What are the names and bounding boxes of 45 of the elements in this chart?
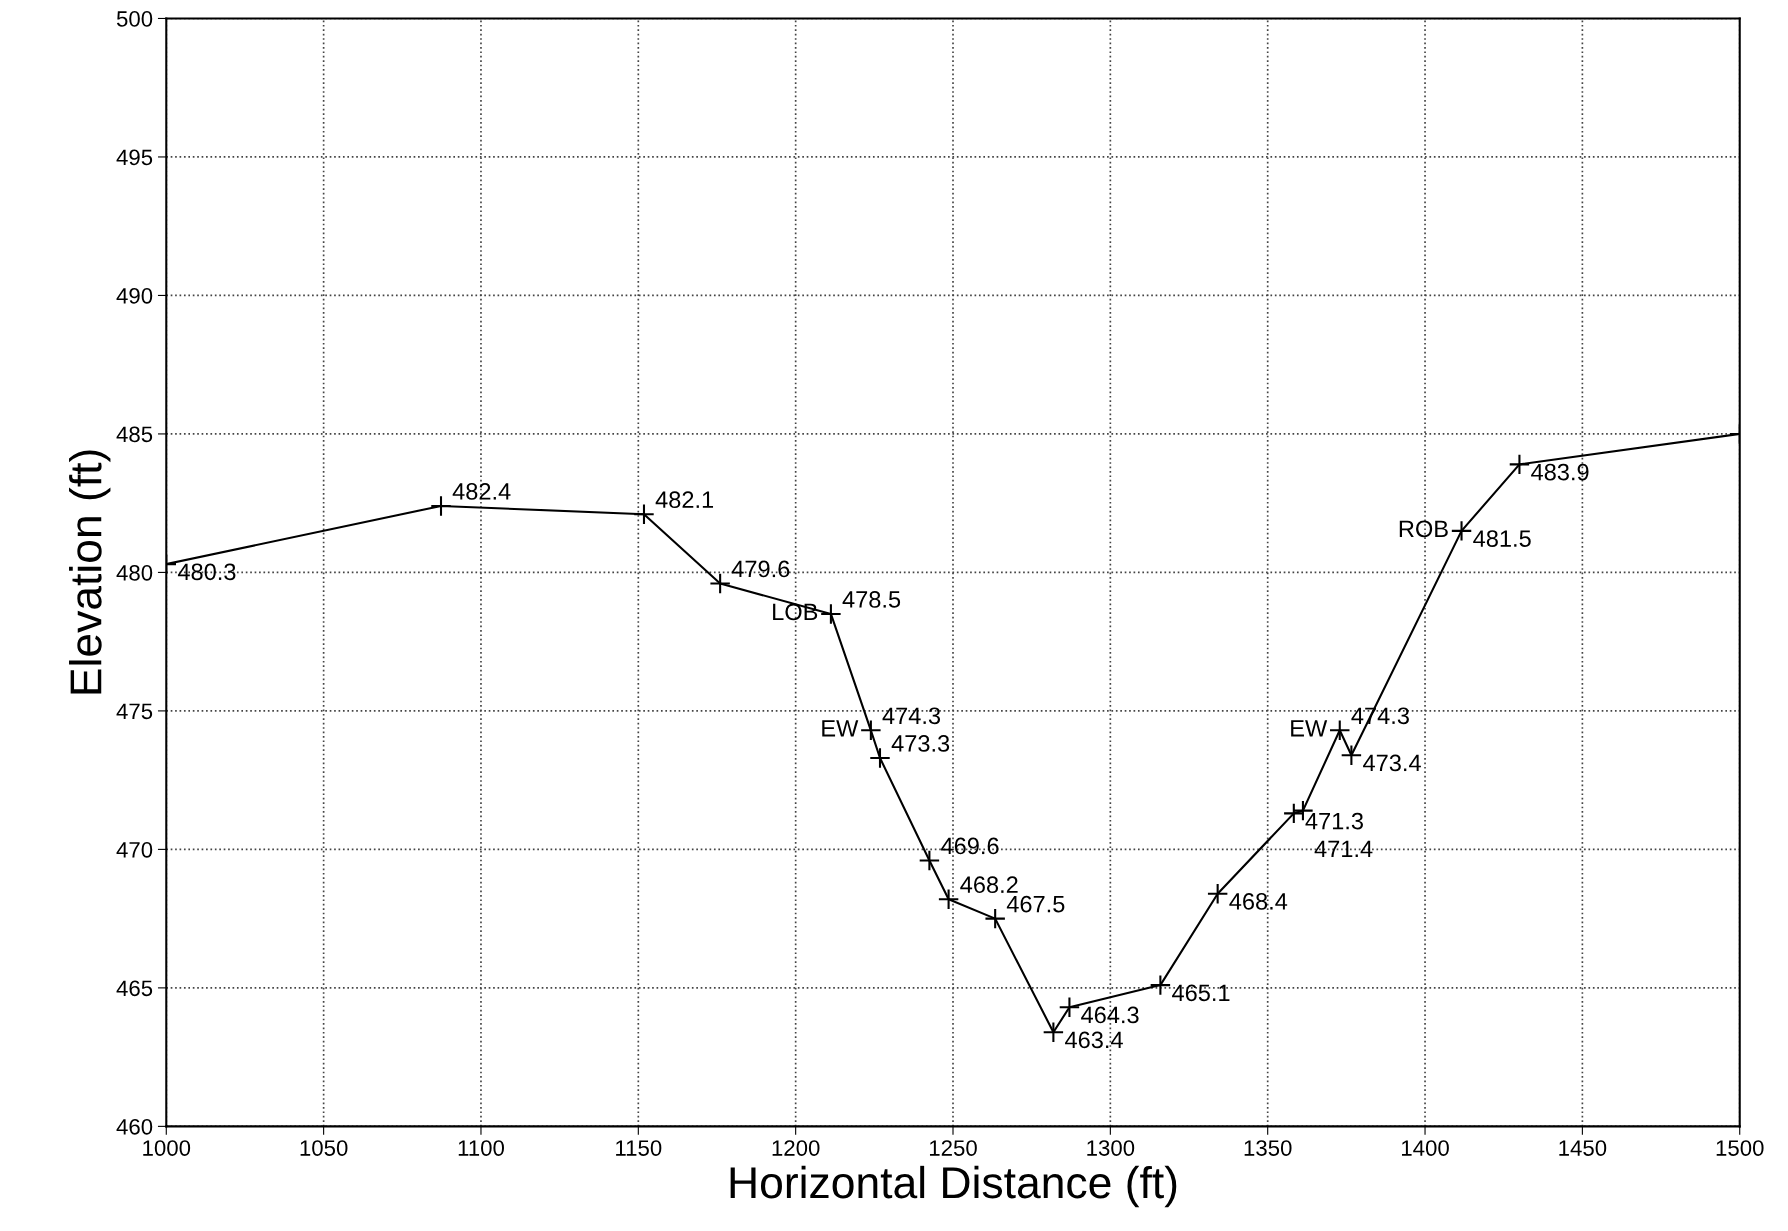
y-tick-label: 465 — [116, 980, 153, 997]
data-label: 465.1 — [1172, 984, 1230, 1002]
x-tick-label: 1050 — [300, 1140, 348, 1156]
data-label: 469.6 — [941, 837, 999, 855]
data-label: 473.3 — [891, 735, 950, 752]
y-tick-label: 480 — [116, 564, 153, 581]
y-tick-label: 470 — [116, 841, 153, 858]
y-tick-label: 495 — [116, 149, 153, 166]
data-label: 473.4 — [1363, 754, 1421, 772]
data-label: 481.5 — [1473, 530, 1531, 547]
data-label: 474.3 — [882, 707, 941, 725]
data-label: 482.4 — [452, 483, 511, 500]
data-label: 468.4 — [1229, 893, 1288, 910]
data-label: 480.3 — [177, 563, 236, 581]
y-tick-label: 460 — [116, 1118, 153, 1135]
x-tick-label: 1250 — [929, 1140, 977, 1156]
y-tick-label: 485 — [116, 426, 153, 443]
data-label: 479.6 — [731, 560, 790, 578]
y-tick-label: 475 — [116, 703, 153, 720]
data-label: 468.2 — [960, 876, 1018, 894]
data-label: 478.5 — [842, 591, 901, 608]
x-tick-label: 1350 — [1244, 1140, 1292, 1156]
x-tick-label: 1200 — [772, 1140, 820, 1156]
y-tick-label: 500 — [116, 11, 153, 27]
data-label: 464.3 — [1081, 1006, 1139, 1024]
y-axis-title: Elevation (ft) — [69, 450, 111, 694]
annotation: ROB — [1399, 520, 1448, 538]
data-label: 482.1 — [655, 491, 714, 509]
data-label: 463.4 — [1065, 1031, 1123, 1049]
x-tick-label: 1150 — [616, 1140, 662, 1156]
data-label: 471.4 — [1314, 840, 1373, 857]
x-tick-label: 1500 — [1716, 1140, 1764, 1156]
annotation: EW — [1291, 720, 1328, 737]
x-axis-title: Horizontal Distance (ft) — [730, 1165, 1177, 1208]
x-tick-label: 1300 — [1087, 1140, 1135, 1156]
x-tick-label: 1000 — [143, 1140, 191, 1156]
x-tick-label: 1100 — [458, 1140, 504, 1156]
annotation: LOB — [773, 603, 818, 621]
data-label: 467.5 — [1006, 895, 1065, 913]
x-tick-label: 1450 — [1559, 1140, 1607, 1156]
annotation: EW — [822, 720, 859, 737]
y-tick-label: 490 — [116, 287, 153, 304]
data-label: 483.9 — [1531, 463, 1589, 481]
data-label: 471.3 — [1305, 812, 1363, 830]
x-tick-label: 1400 — [1402, 1140, 1449, 1156]
